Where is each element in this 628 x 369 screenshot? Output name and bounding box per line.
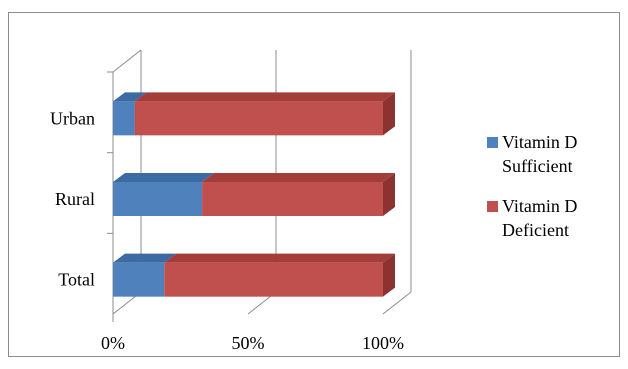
bar-segment-side	[383, 253, 395, 297]
bar-segment-top	[113, 92, 147, 102]
chart-frame	[8, 12, 620, 357]
legend: Vitamin D Sufficient Vitamin D Deficient	[487, 132, 577, 240]
x-tick-label: 0%	[101, 333, 125, 353]
bar-segment-top	[113, 173, 215, 182]
bar-segment	[164, 262, 383, 297]
label-layer: Total Rural Urban 0% 50% 100%	[50, 108, 404, 353]
bar-segment-top	[113, 253, 177, 263]
bar-segment-top	[134, 92, 395, 102]
legend-entry: Vitamin D Deficient	[502, 196, 577, 240]
category-label: Total	[58, 270, 95, 290]
bar-segment-top	[202, 173, 395, 182]
legend-swatch	[487, 201, 498, 212]
bar-segment	[113, 101, 135, 136]
bar-segment-side	[383, 173, 395, 216]
wall-edge	[112, 49, 142, 73]
bar-segment-top	[164, 253, 395, 263]
legend-entry: Vitamin D Sufficient	[502, 132, 577, 176]
floor-gridline	[382, 291, 412, 315]
category-label: Rural	[55, 189, 95, 209]
bar-segment	[113, 262, 165, 297]
axis-layer	[107, 71, 114, 322]
bar-segment	[202, 182, 383, 216]
category-label: Urban	[50, 108, 95, 128]
bar-layer	[113, 92, 395, 297]
x-tick-label: 50%	[232, 333, 265, 353]
bar-segment	[134, 101, 383, 136]
legend-swatch	[487, 137, 498, 148]
x-tick-label: 100%	[362, 333, 404, 353]
bar-segment	[113, 182, 203, 216]
bar-segment-side	[383, 92, 395, 136]
